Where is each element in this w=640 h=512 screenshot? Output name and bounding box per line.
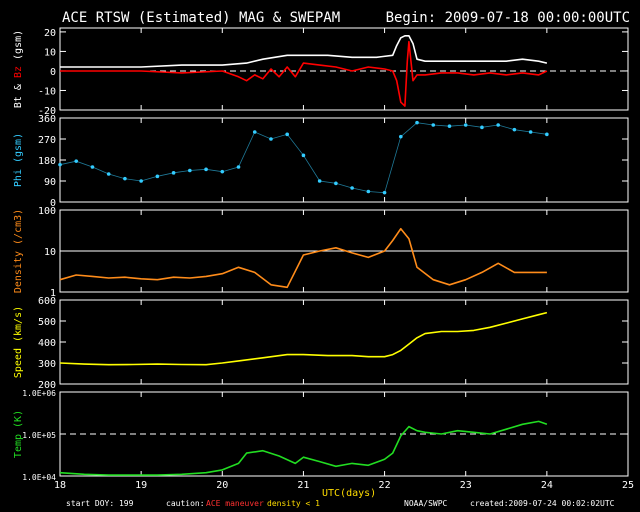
ytick-label-1-4: 0 xyxy=(50,198,56,209)
ytick-label-1-2: 180 xyxy=(38,156,56,167)
series-phi-trace xyxy=(59,122,547,194)
ylabel-part-1-0: Phi (gsm) xyxy=(13,133,24,187)
ylabel-part-0-1: & xyxy=(13,78,24,96)
ytick-label-2-2: 1 xyxy=(50,288,56,299)
series-density xyxy=(59,227,547,289)
begin-timestamp: Begin: 2009-07-18 00:00:00UTC xyxy=(385,10,630,26)
ylabel-3: Speed (km/s) xyxy=(13,306,24,378)
ytick-label-0-4: -20 xyxy=(38,106,56,117)
xtick-label-6: 24 xyxy=(541,480,553,491)
ylabel-part-4-0: Temp (K) xyxy=(13,410,24,458)
ylabel-0: Bt & Bz (gsm) xyxy=(13,30,24,108)
ylabel-4: Temp (K) xyxy=(13,410,24,458)
ylabel-part-0-0: Bt xyxy=(13,96,24,108)
ytick-label-3-1: 500 xyxy=(38,317,56,328)
ytick-label-0-3: -10 xyxy=(38,86,56,97)
series-speed xyxy=(59,311,548,366)
xtick-label-4: 22 xyxy=(379,480,391,491)
ylabel-1: Phi (gsm) xyxy=(13,133,24,187)
xtick-label-2: 20 xyxy=(216,480,228,491)
ytick-label-0-1: 10 xyxy=(44,47,56,58)
series-temp xyxy=(59,420,548,476)
ytick-label-1-0: 360 xyxy=(38,114,56,125)
ytick-label-4-0: 1.0E+06 xyxy=(22,389,56,398)
start-doy: start DOY: 199 xyxy=(66,499,134,508)
ylabel-part-2-0: Density (/cm3) xyxy=(13,209,24,293)
ace-maneuver-note: ACE maneuver xyxy=(206,499,264,508)
caution-label: caution: xyxy=(166,499,205,508)
density-note: density < 1 xyxy=(267,499,320,508)
ytick-label-3-0: 600 xyxy=(38,296,56,307)
ytick-label-4-2: 1.0E+04 xyxy=(22,473,56,482)
ytick-label-1-3: 90 xyxy=(44,177,56,188)
chart-title: ACE RTSW (Estimated) MAG & SWEPAM xyxy=(62,10,341,26)
ytick-label-3-3: 300 xyxy=(38,359,56,370)
ytick-label-0-0: 20 xyxy=(44,28,56,39)
created-timestamp: created:2009-07-24 00:02:02UTC xyxy=(470,499,615,508)
ytick-label-2-0: 100 xyxy=(38,206,56,217)
xtick-label-7: 25 xyxy=(622,480,634,491)
ylabel-part-0-3: (gsm) xyxy=(13,30,24,66)
xtick-label-5: 23 xyxy=(460,480,472,491)
xtick-label-3: 21 xyxy=(297,480,309,491)
series-bz xyxy=(60,40,548,107)
ytick-label-4-1: 1.0E+05 xyxy=(22,431,56,440)
agency-label: NOAA/SWPC xyxy=(404,499,448,508)
xtick-label-0: 18 xyxy=(54,480,66,491)
x-axis-label: UTC(days) xyxy=(322,488,376,499)
ytick-label-3-4: 200 xyxy=(38,380,56,391)
ytick-label-2-1: 10 xyxy=(44,247,56,258)
xtick-label-1: 19 xyxy=(135,480,147,491)
ytick-label-3-2: 400 xyxy=(38,338,56,349)
ytick-label-0-2: 0 xyxy=(50,67,56,78)
ylabel-part-3-0: Speed (km/s) xyxy=(13,306,24,378)
panel-frame-0 xyxy=(59,27,629,111)
ylabel-part-0-2: Bz xyxy=(13,66,24,78)
ytick-label-1-1: 270 xyxy=(38,135,56,146)
series-bt xyxy=(60,34,548,68)
ylabel-2: Density (/cm3) xyxy=(13,209,24,293)
